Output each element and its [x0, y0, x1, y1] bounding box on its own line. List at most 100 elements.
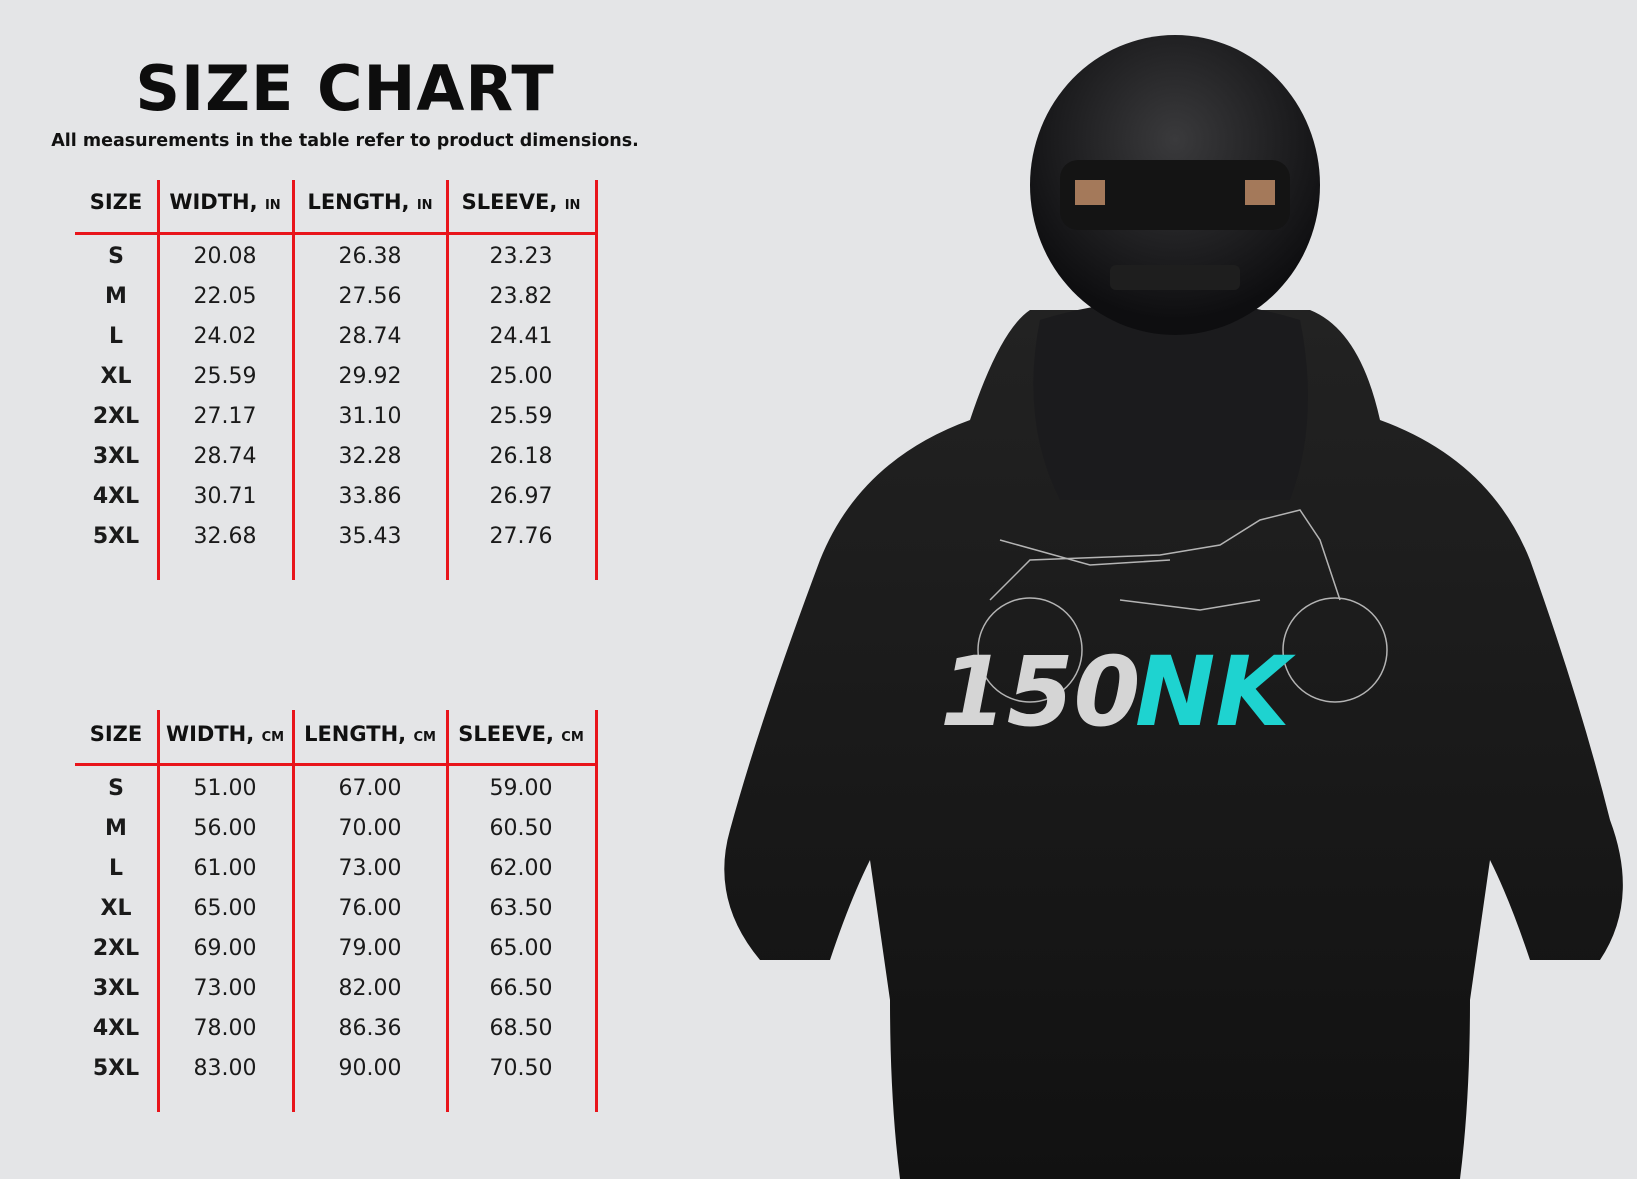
hood — [1033, 300, 1308, 500]
measurement-cell: 78.00 — [193, 1016, 257, 1041]
column-divider — [292, 180, 295, 580]
size-label: 3XL — [92, 444, 140, 469]
measurement-cell: 22.05 — [193, 284, 257, 309]
measurement-cell: 20.08 — [193, 244, 257, 269]
measurement-cell: 27.56 — [338, 284, 402, 309]
column-divider — [595, 710, 598, 1112]
column-divider — [157, 710, 160, 1112]
measurement-cell: 70.00 — [338, 816, 402, 841]
size-label: S — [108, 244, 124, 269]
measurement-cell: 30.71 — [193, 484, 257, 509]
measurement-cell: 67.00 — [338, 776, 402, 801]
measurement-cell: 26.38 — [338, 244, 402, 269]
measurement-cell: 86.36 — [338, 1016, 402, 1041]
measurement-cell: 90.00 — [338, 1056, 402, 1081]
page-subtitle: All measurements in the table refer to p… — [51, 131, 639, 151]
measurement-cell: 83.00 — [193, 1056, 257, 1081]
graphic-nk: NK — [1135, 636, 1296, 748]
column-divider — [595, 180, 598, 580]
header-underline — [75, 763, 597, 766]
measurement-cell: 79.00 — [338, 936, 402, 961]
measurement-cell: 82.00 — [338, 976, 402, 1001]
header-label: SIZE — [89, 190, 143, 214]
header-label: SIZE — [89, 722, 143, 746]
column-divider — [157, 180, 160, 580]
header-unit: IN — [264, 198, 281, 213]
header-label: LENGTH, — [307, 190, 410, 214]
header-unit: IN — [416, 198, 433, 213]
size-label: 5XL — [92, 1056, 140, 1081]
header-unit: CM — [261, 730, 285, 745]
measurement-cell: 28.74 — [338, 324, 402, 349]
measurement-cell: 26.97 — [489, 484, 553, 509]
size-table-inches: SIZE WIDTH, IN LENGTH, IN SLEEVE, IN S 20.08… — [75, 180, 598, 580]
column-header: SIZE — [36, 190, 196, 214]
size-label: XL — [100, 896, 132, 921]
measurement-cell: 73.00 — [338, 856, 402, 881]
size-label: L — [108, 856, 124, 881]
size-label: XL — [100, 364, 132, 389]
measurement-cell: 31.10 — [338, 404, 402, 429]
size-label: 2XL — [92, 936, 140, 961]
measurement-cell: 51.00 — [193, 776, 257, 801]
measurement-cell: 32.68 — [193, 524, 257, 549]
column-divider — [292, 710, 295, 1112]
measurement-cell: 63.50 — [489, 896, 553, 921]
header-underline — [75, 232, 597, 235]
measurement-cell: 25.59 — [489, 404, 553, 429]
header-unit: CM — [561, 730, 584, 745]
measurement-cell: 70.50 — [489, 1056, 553, 1081]
measurement-cell: 76.00 — [338, 896, 402, 921]
size-label: 4XL — [92, 1016, 140, 1041]
measurement-cell: 32.28 — [338, 444, 402, 469]
measurement-cell: 25.59 — [193, 364, 257, 389]
measurement-cell: 25.00 — [489, 364, 553, 389]
size-label: 3XL — [92, 976, 140, 1001]
measurement-cell: 66.50 — [489, 976, 553, 1001]
column-header: SLEEVE, IN — [441, 190, 601, 214]
graphic-150: 150 — [940, 636, 1140, 748]
measurement-cell: 59.00 — [489, 776, 553, 801]
measurement-cell: 56.00 — [193, 816, 257, 841]
motorcycle-sketch — [977, 509, 1388, 703]
column-divider — [446, 180, 449, 580]
column-header: LENGTH, IN — [290, 190, 450, 214]
measurement-cell: 35.43 — [338, 524, 402, 549]
size-label: M — [105, 816, 127, 841]
header-unit: IN — [564, 198, 581, 213]
column-header: SLEEVE, CM — [441, 722, 601, 746]
measurement-cell: 23.82 — [489, 284, 553, 309]
measurement-cell: 73.00 — [193, 976, 257, 1001]
size-label: 4XL — [92, 484, 140, 509]
measurement-cell: 68.50 — [489, 1016, 553, 1041]
measurement-cell: 24.41 — [489, 324, 553, 349]
measurement-cell: 61.00 — [193, 856, 257, 881]
measurement-cell: 28.74 — [193, 444, 257, 469]
size-label: M — [105, 284, 127, 309]
measurement-cell: 69.00 — [193, 936, 257, 961]
measurement-cell: 33.86 — [338, 484, 402, 509]
column-divider — [446, 710, 449, 1112]
measurement-cell: 24.02 — [193, 324, 257, 349]
measurement-cell: 29.92 — [338, 364, 402, 389]
column-header: WIDTH, CM — [145, 722, 305, 746]
page-title: SIZE CHART — [135, 52, 555, 125]
size-label: L — [108, 324, 124, 349]
column-header: LENGTH, CM — [290, 722, 450, 746]
hoodie-body — [724, 310, 1623, 1179]
measurement-cell: 65.00 — [193, 896, 257, 921]
header-label: WIDTH, — [165, 722, 255, 746]
measurement-cell: 27.17 — [193, 404, 257, 429]
header-label: SLEEVE, — [461, 190, 558, 214]
header-unit: CM — [413, 730, 436, 745]
size-label: S — [108, 776, 124, 801]
size-label: 2XL — [92, 404, 140, 429]
column-header: WIDTH, IN — [145, 190, 305, 214]
size-label: 5XL — [92, 524, 140, 549]
measurement-cell: 60.50 — [489, 816, 553, 841]
measurement-cell: 23.23 — [489, 244, 553, 269]
size-table-centimeters: SIZE WIDTH, CM LENGTH, CM SLEEVE, CM S 51.00… — [75, 710, 598, 1112]
measurement-cell: 26.18 — [489, 444, 553, 469]
model-hoodie-photo: 150 NK — [724, 35, 1623, 1179]
measurement-cell: 27.76 — [489, 524, 553, 549]
